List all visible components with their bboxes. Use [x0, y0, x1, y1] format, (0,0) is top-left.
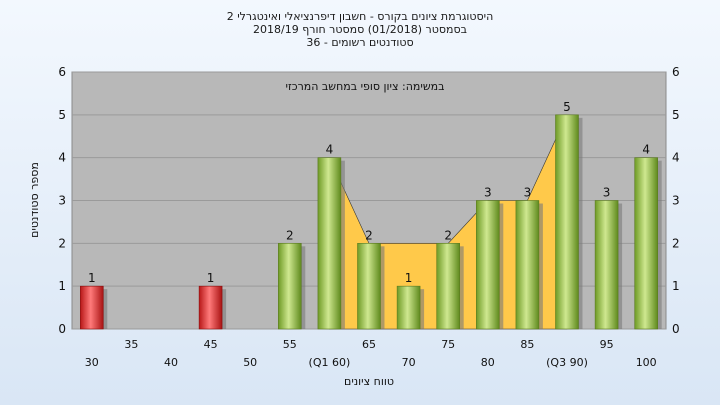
y-tick-label: 1	[58, 279, 66, 293]
bar	[634, 157, 658, 330]
bar	[436, 243, 460, 330]
title-line-2: בסמסטר (01/2018) סמסטר חורף 2018/19	[253, 23, 467, 36]
y-tick-label: 0	[58, 322, 66, 336]
bar	[515, 200, 540, 330]
value-label: 5	[563, 100, 571, 114]
plot-annotation: במשימה: ציון סופי במחשב המרכזי	[285, 80, 444, 93]
x-axis-title: טווח ציונים	[344, 375, 394, 388]
x-tick-label: 100	[636, 356, 657, 369]
x-tick-label: 95	[600, 338, 614, 351]
y-axis-title: מספר סטודנטים	[28, 162, 41, 238]
x-tick-label: 85	[520, 338, 534, 351]
data-labels: 1 1 2 4 2 1 2 3 3 5 3 4	[88, 100, 650, 285]
bar	[476, 200, 500, 330]
y-tick-label-right: 4	[672, 151, 680, 165]
bar	[357, 243, 381, 330]
y-tick-label-right: 1	[672, 279, 680, 293]
bar-series	[80, 114, 662, 330]
x-tick-label: 80	[481, 356, 495, 369]
bar	[80, 285, 104, 330]
x-tick-label: 65	[362, 338, 376, 351]
value-label: 3	[524, 186, 532, 200]
bar	[198, 285, 223, 330]
y-tick-label-right: 0	[672, 322, 680, 336]
title-line-3: סטודנטים רשומים - 36	[306, 36, 413, 49]
y-axis-left: 0 1 2 3 4 5 6	[58, 65, 66, 336]
y-tick-label-right: 3	[672, 194, 680, 208]
y-tick-label: 5	[58, 108, 66, 122]
x-tick-label: (Q3 90)	[546, 356, 588, 369]
value-label: 2	[365, 228, 373, 242]
bar	[278, 243, 302, 330]
y-tick-label-right: 5	[672, 108, 680, 122]
bar	[317, 157, 342, 330]
x-tick-label: 40	[164, 356, 178, 369]
x-tick-label: 75	[441, 338, 455, 351]
value-label: 3	[603, 186, 611, 200]
x-tick-label: (Q1 60)	[309, 356, 351, 369]
y-tick-label-right: 2	[672, 236, 680, 250]
value-label: 1	[207, 271, 215, 285]
value-label: 3	[484, 186, 492, 200]
y-tick-label: 4	[58, 151, 66, 165]
x-tick-label: 30	[85, 356, 99, 369]
x-tick-label: 55	[283, 338, 297, 351]
y-tick-label: 6	[58, 65, 66, 79]
title-line-1: היסטוגרמת ציונים בקורס - חשבון דיפרנציאל…	[227, 10, 494, 23]
y-axis-right: 0 1 2 3 4 5 6	[672, 65, 680, 336]
value-label: 2	[286, 228, 294, 242]
x-tick-label: 50	[243, 356, 257, 369]
bar	[594, 200, 619, 330]
bar	[396, 285, 421, 330]
chart-title: היסטוגרמת ציונים בקורס - חשבון דיפרנציאל…	[227, 10, 494, 49]
value-label: 1	[405, 271, 413, 285]
value-label: 2	[444, 228, 452, 242]
y-tick-label-right: 6	[672, 65, 680, 79]
x-tick-label: 70	[402, 356, 416, 369]
x-tick-label: 35	[124, 338, 138, 351]
value-label: 4	[326, 143, 334, 157]
value-label: 1	[88, 271, 96, 285]
y-tick-label: 3	[58, 194, 66, 208]
value-label: 4	[642, 143, 650, 157]
bar	[555, 114, 579, 330]
x-axis: 30 35 40 45 50 55 (Q1 60) 65 70 75 80 85 (Q3 90) 95 10…	[85, 338, 657, 369]
y-tick-label: 2	[58, 236, 66, 250]
x-tick-label: 45	[204, 338, 218, 351]
